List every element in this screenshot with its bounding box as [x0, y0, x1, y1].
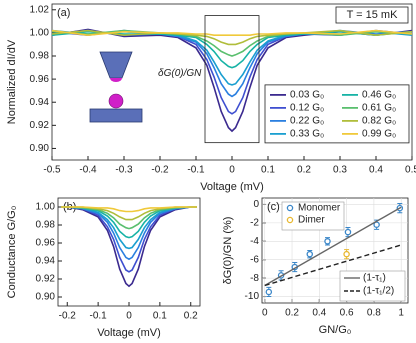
- x-tick-label: 0.8: [367, 308, 381, 319]
- x-tick-label: 0.3: [333, 165, 347, 176]
- x-tick-label: 1: [398, 308, 404, 319]
- data-point: [343, 250, 350, 258]
- y-tick-label: 0.96: [36, 238, 56, 249]
- y-tick-label: 0.94: [30, 97, 50, 108]
- data-point: [265, 288, 273, 296]
- legend-box: [339, 270, 406, 302]
- x-tick-label: -0.1: [90, 311, 108, 322]
- plot-frame: [57, 197, 201, 307]
- x-axis-label: GN/G₀: [319, 324, 352, 336]
- y-tick-label: 0.94: [36, 256, 56, 267]
- x-tick-label: 0.2: [285, 308, 299, 319]
- x-tick-label: -0.1: [187, 165, 205, 176]
- x-tick-label: -0.3: [115, 165, 133, 176]
- x-tick-label: -0.2: [151, 165, 169, 176]
- y-tick-label: 0.98: [36, 220, 56, 231]
- data-point: [344, 228, 352, 236]
- x-tick-label: -0.5: [43, 165, 61, 176]
- y-tick-label: 1.00: [36, 202, 56, 213]
- y-tick-label: 0.90: [30, 143, 50, 154]
- y-axis-label: Conductance G/G₀: [6, 206, 18, 299]
- data-line: [61, 206, 197, 273]
- data-line: [61, 206, 197, 230]
- data-line: [51, 29, 413, 37]
- y-tick-label: 0.98: [30, 51, 50, 62]
- legend-label: 0.61 G₀: [362, 103, 396, 114]
- data-line: [51, 30, 413, 69]
- y-tick-label: 0: [253, 199, 259, 210]
- y-tick-label: 0.92: [36, 274, 56, 285]
- legend-label: (1-τ₁/2): [363, 286, 394, 297]
- y-tick-label: -4: [250, 236, 259, 247]
- y-tick-label: 1.02: [30, 4, 50, 15]
- legend-label: 0.22 G₀: [290, 116, 324, 127]
- x-tick-label: 0.2: [297, 165, 311, 176]
- legend-box: [281, 201, 345, 231]
- x-tick-label: 0.2: [184, 311, 198, 322]
- x-tick-label: 0.1: [261, 165, 275, 176]
- y-tick-label: -8: [250, 273, 259, 284]
- legend-marker: [286, 216, 294, 224]
- y-axis-label: Normalized dI/dV: [6, 39, 18, 124]
- y-tick-label: -10: [245, 291, 260, 302]
- temp-box: [335, 6, 409, 24]
- data-point: [373, 221, 380, 228]
- data-line: [51, 28, 413, 133]
- y-tick-label: 0.92: [30, 120, 50, 131]
- legend-label: 0.46 G₀: [362, 90, 396, 101]
- panel-label: (a): [57, 7, 70, 19]
- legend-label: 0.82 G₀: [362, 116, 396, 127]
- x-tick-label: 0: [262, 308, 268, 319]
- plot-frame: [261, 197, 409, 304]
- y-axis-label: δG(0)/GN (%): [222, 217, 234, 285]
- legend-label: 0.99 G₀: [362, 129, 396, 140]
- legend-marker: [286, 204, 294, 212]
- x-tick-label: 0.1: [153, 311, 167, 322]
- legend-box: [264, 84, 410, 144]
- x-tick-label: 0.4: [312, 308, 326, 319]
- y-tick-label: 0.96: [30, 74, 50, 85]
- legend-label: 0.03 G₀: [290, 90, 324, 101]
- x-axis-label: Voltage (mV): [200, 181, 264, 193]
- y-tick-label: 0.90: [36, 292, 56, 303]
- data-point: [324, 238, 331, 245]
- legend-label: Dimer: [298, 215, 325, 226]
- legend-label: 0.33 G₀: [290, 129, 324, 140]
- temperature-label: T = 15 mK: [347, 9, 399, 21]
- dip-label: δG(0)/GN: [158, 68, 202, 79]
- y-tick-label: -2: [250, 218, 259, 229]
- data-line: [61, 206, 197, 261]
- legend-label: Monomer: [298, 203, 341, 214]
- x-tick-label: 0.4: [369, 165, 383, 176]
- x-tick-label: 0.6: [340, 308, 354, 319]
- x-tick-label: -0.2: [59, 311, 77, 322]
- legend-label: (1-τ₁): [363, 273, 386, 284]
- legend-label: 0.12 G₀: [290, 103, 324, 114]
- inset-sketch: [89, 51, 143, 123]
- data-line: [61, 206, 197, 213]
- data-line: [61, 206, 197, 288]
- y-tick-label: 1.00: [30, 28, 50, 39]
- data-point: [306, 250, 314, 258]
- model-line: [264, 206, 402, 287]
- panel-label: (c): [267, 201, 280, 213]
- x-tick-label: 0: [126, 311, 132, 322]
- x-axis-label: Voltage (mV): [97, 327, 161, 339]
- data-line: [61, 206, 197, 250]
- x-tick-label: -0.4: [79, 165, 97, 176]
- x-tick-label: 0.5: [405, 165, 416, 176]
- zoom-box: [204, 15, 260, 144]
- y-tick-label: -6: [250, 254, 259, 265]
- x-tick-label: 0: [229, 165, 235, 176]
